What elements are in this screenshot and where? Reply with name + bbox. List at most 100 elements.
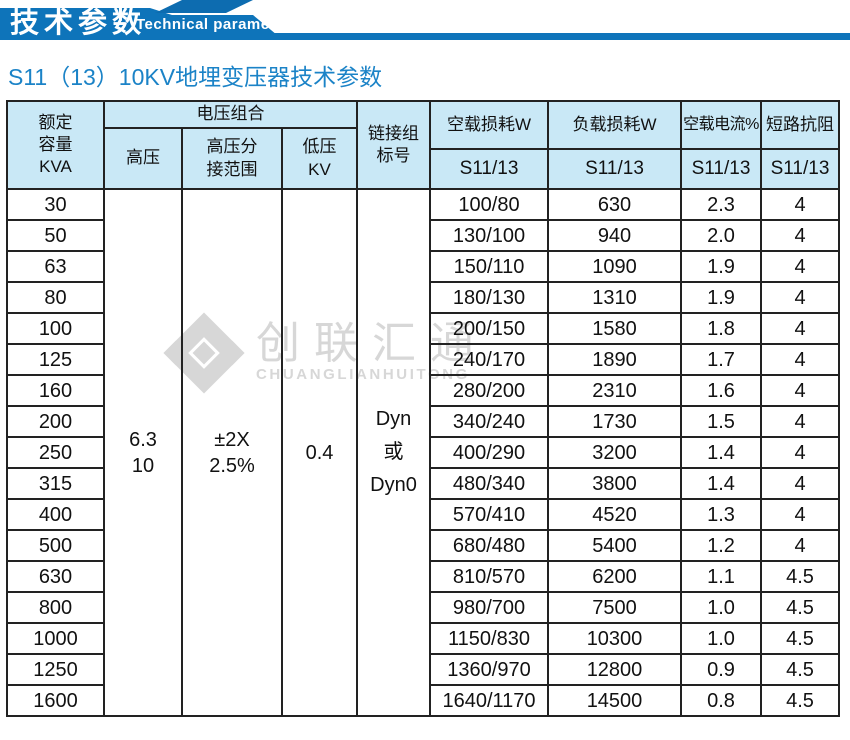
table-cell-capacity: 80 (8, 283, 105, 314)
table-cell-load_loss: 14500 (549, 686, 682, 717)
table-cell-noload_loss: 1360/970 (431, 655, 549, 686)
table-cell-noload_loss: 1150/830 (431, 624, 549, 655)
table-cell-impedance: 4.5 (762, 593, 840, 624)
header-voltage-group: 电压组合 (105, 102, 358, 129)
table-cell-impedance: 4 (762, 500, 840, 531)
table-cell-noload_current: 0.8 (682, 686, 762, 717)
table-cell-noload_current: 1.4 (682, 438, 762, 469)
table-cell-noload_loss: 200/150 (431, 314, 549, 345)
header-noload-loss-model: S11/13 (431, 150, 549, 190)
table-cell-impedance: 4 (762, 438, 840, 469)
table-cell-load_loss: 3800 (549, 469, 682, 500)
table-cell-noload_loss: 980/700 (431, 593, 549, 624)
header-vector-group: 链接组 标号 (358, 102, 431, 190)
table-cell-impedance: 4.5 (762, 686, 840, 717)
table-cell-noload_current: 1.9 (682, 283, 762, 314)
header-noload-current: 空载电流% (682, 102, 762, 150)
table-cell-load_loss: 630 (549, 190, 682, 221)
table-cell-capacity: 30 (8, 190, 105, 221)
table-cell-capacity: 400 (8, 500, 105, 531)
table-cell-impedance: 4.5 (762, 624, 840, 655)
header-impedance-model: S11/13 (762, 150, 840, 190)
table-cell-noload_current: 1.8 (682, 314, 762, 345)
table-cell-load_loss: 1090 (549, 252, 682, 283)
table-cell-impedance: 4 (762, 345, 840, 376)
table-cell-noload_current: 1.4 (682, 469, 762, 500)
table-cell-noload_loss: 100/80 (431, 190, 549, 221)
table-cell-capacity: 630 (8, 562, 105, 593)
table-cell-load_loss: 1310 (549, 283, 682, 314)
table-cell-noload_loss: 680/480 (431, 531, 549, 562)
header-hv-tap: 高压分 接范围 (183, 129, 283, 190)
table-cell-load_loss: 5400 (549, 531, 682, 562)
table-cell-noload_loss: 180/130 (431, 283, 549, 314)
table-cell-noload_loss: 1640/1170 (431, 686, 549, 717)
table-cell-noload_loss: 150/110 (431, 252, 549, 283)
table-cell-impedance: 4.5 (762, 655, 840, 686)
table-cell-noload_loss: 130/100 (431, 221, 549, 252)
merged-cell-hv: 6.3 10 (105, 190, 183, 717)
page-title: S11（13）10KV地埋变压器技术参数 (8, 64, 383, 90)
table-cell-capacity: 63 (8, 252, 105, 283)
merged-cell-lv: 0.4 (283, 190, 358, 717)
table-cell-load_loss: 6200 (549, 562, 682, 593)
table-cell-load_loss: 3200 (549, 438, 682, 469)
table-cell-impedance: 4 (762, 221, 840, 252)
table-cell-noload_loss: 570/410 (431, 500, 549, 531)
header-lv: 低压 KV (283, 129, 358, 190)
table-cell-noload_current: 1.1 (682, 562, 762, 593)
table-cell-load_loss: 1890 (549, 345, 682, 376)
table-cell-load_loss: 940 (549, 221, 682, 252)
table-cell-load_loss: 12800 (549, 655, 682, 686)
table-cell-capacity: 250 (8, 438, 105, 469)
table-cell-capacity: 800 (8, 593, 105, 624)
table-cell-capacity: 200 (8, 407, 105, 438)
table-cell-load_loss: 4520 (549, 500, 682, 531)
header-noload-loss: 空载损耗W (431, 102, 549, 150)
header-load-loss: 负载损耗W (549, 102, 682, 150)
table-cell-capacity: 160 (8, 376, 105, 407)
table-cell-noload_current: 2.0 (682, 221, 762, 252)
table-cell-noload_current: 1.7 (682, 345, 762, 376)
table-cell-load_loss: 1730 (549, 407, 682, 438)
table-cell-impedance: 4 (762, 190, 840, 221)
table-cell-impedance: 4 (762, 376, 840, 407)
table-cell-capacity: 1600 (8, 686, 105, 717)
table-cell-impedance: 4 (762, 531, 840, 562)
table-cell-load_loss: 10300 (549, 624, 682, 655)
header-hv: 高压 (105, 129, 183, 190)
table-cell-noload_loss: 280/200 (431, 376, 549, 407)
table-cell-capacity: 315 (8, 469, 105, 500)
table-cell-noload_loss: 240/170 (431, 345, 549, 376)
banner-accent-band (155, 0, 253, 13)
table-cell-impedance: 4 (762, 252, 840, 283)
table-cell-noload_current: 0.9 (682, 655, 762, 686)
banner-underline (258, 33, 850, 40)
table-cell-noload_current: 1.9 (682, 252, 762, 283)
table-cell-capacity: 500 (8, 531, 105, 562)
table-cell-capacity: 125 (8, 345, 105, 376)
merged-cell-vector-group: Dyn 或 Dyn0 (358, 190, 431, 717)
table-cell-load_loss: 1580 (549, 314, 682, 345)
table-cell-noload_current: 1.6 (682, 376, 762, 407)
header-noload-current-model: S11/13 (682, 150, 762, 190)
table-cell-capacity: 1250 (8, 655, 105, 686)
banner-title: 技术参数 (10, 7, 147, 39)
table-cell-capacity: 1000 (8, 624, 105, 655)
table-cell-noload_loss: 340/240 (431, 407, 549, 438)
spec-table: 额定 容量 KVA 电压组合 高压 高压分 接范围 低压 KV 链接组 标号 空… (6, 100, 840, 717)
table-cell-impedance: 4 (762, 469, 840, 500)
table-cell-capacity: 50 (8, 221, 105, 252)
header-impedance: 短路抗阻 (762, 102, 840, 150)
table-cell-impedance: 4 (762, 407, 840, 438)
table-cell-impedance: 4 (762, 314, 840, 345)
table-cell-capacity: 100 (8, 314, 105, 345)
table-cell-noload_current: 1.0 (682, 624, 762, 655)
table-cell-noload_loss: 810/570 (431, 562, 549, 593)
table-cell-load_loss: 7500 (549, 593, 682, 624)
merged-cell-hv-tap: ±2X 2.5% (183, 190, 283, 717)
header-capacity: 额定 容量 KVA (8, 102, 105, 190)
header-load-loss-model: S11/13 (549, 150, 682, 190)
table-cell-noload_loss: 400/290 (431, 438, 549, 469)
table-cell-impedance: 4.5 (762, 562, 840, 593)
